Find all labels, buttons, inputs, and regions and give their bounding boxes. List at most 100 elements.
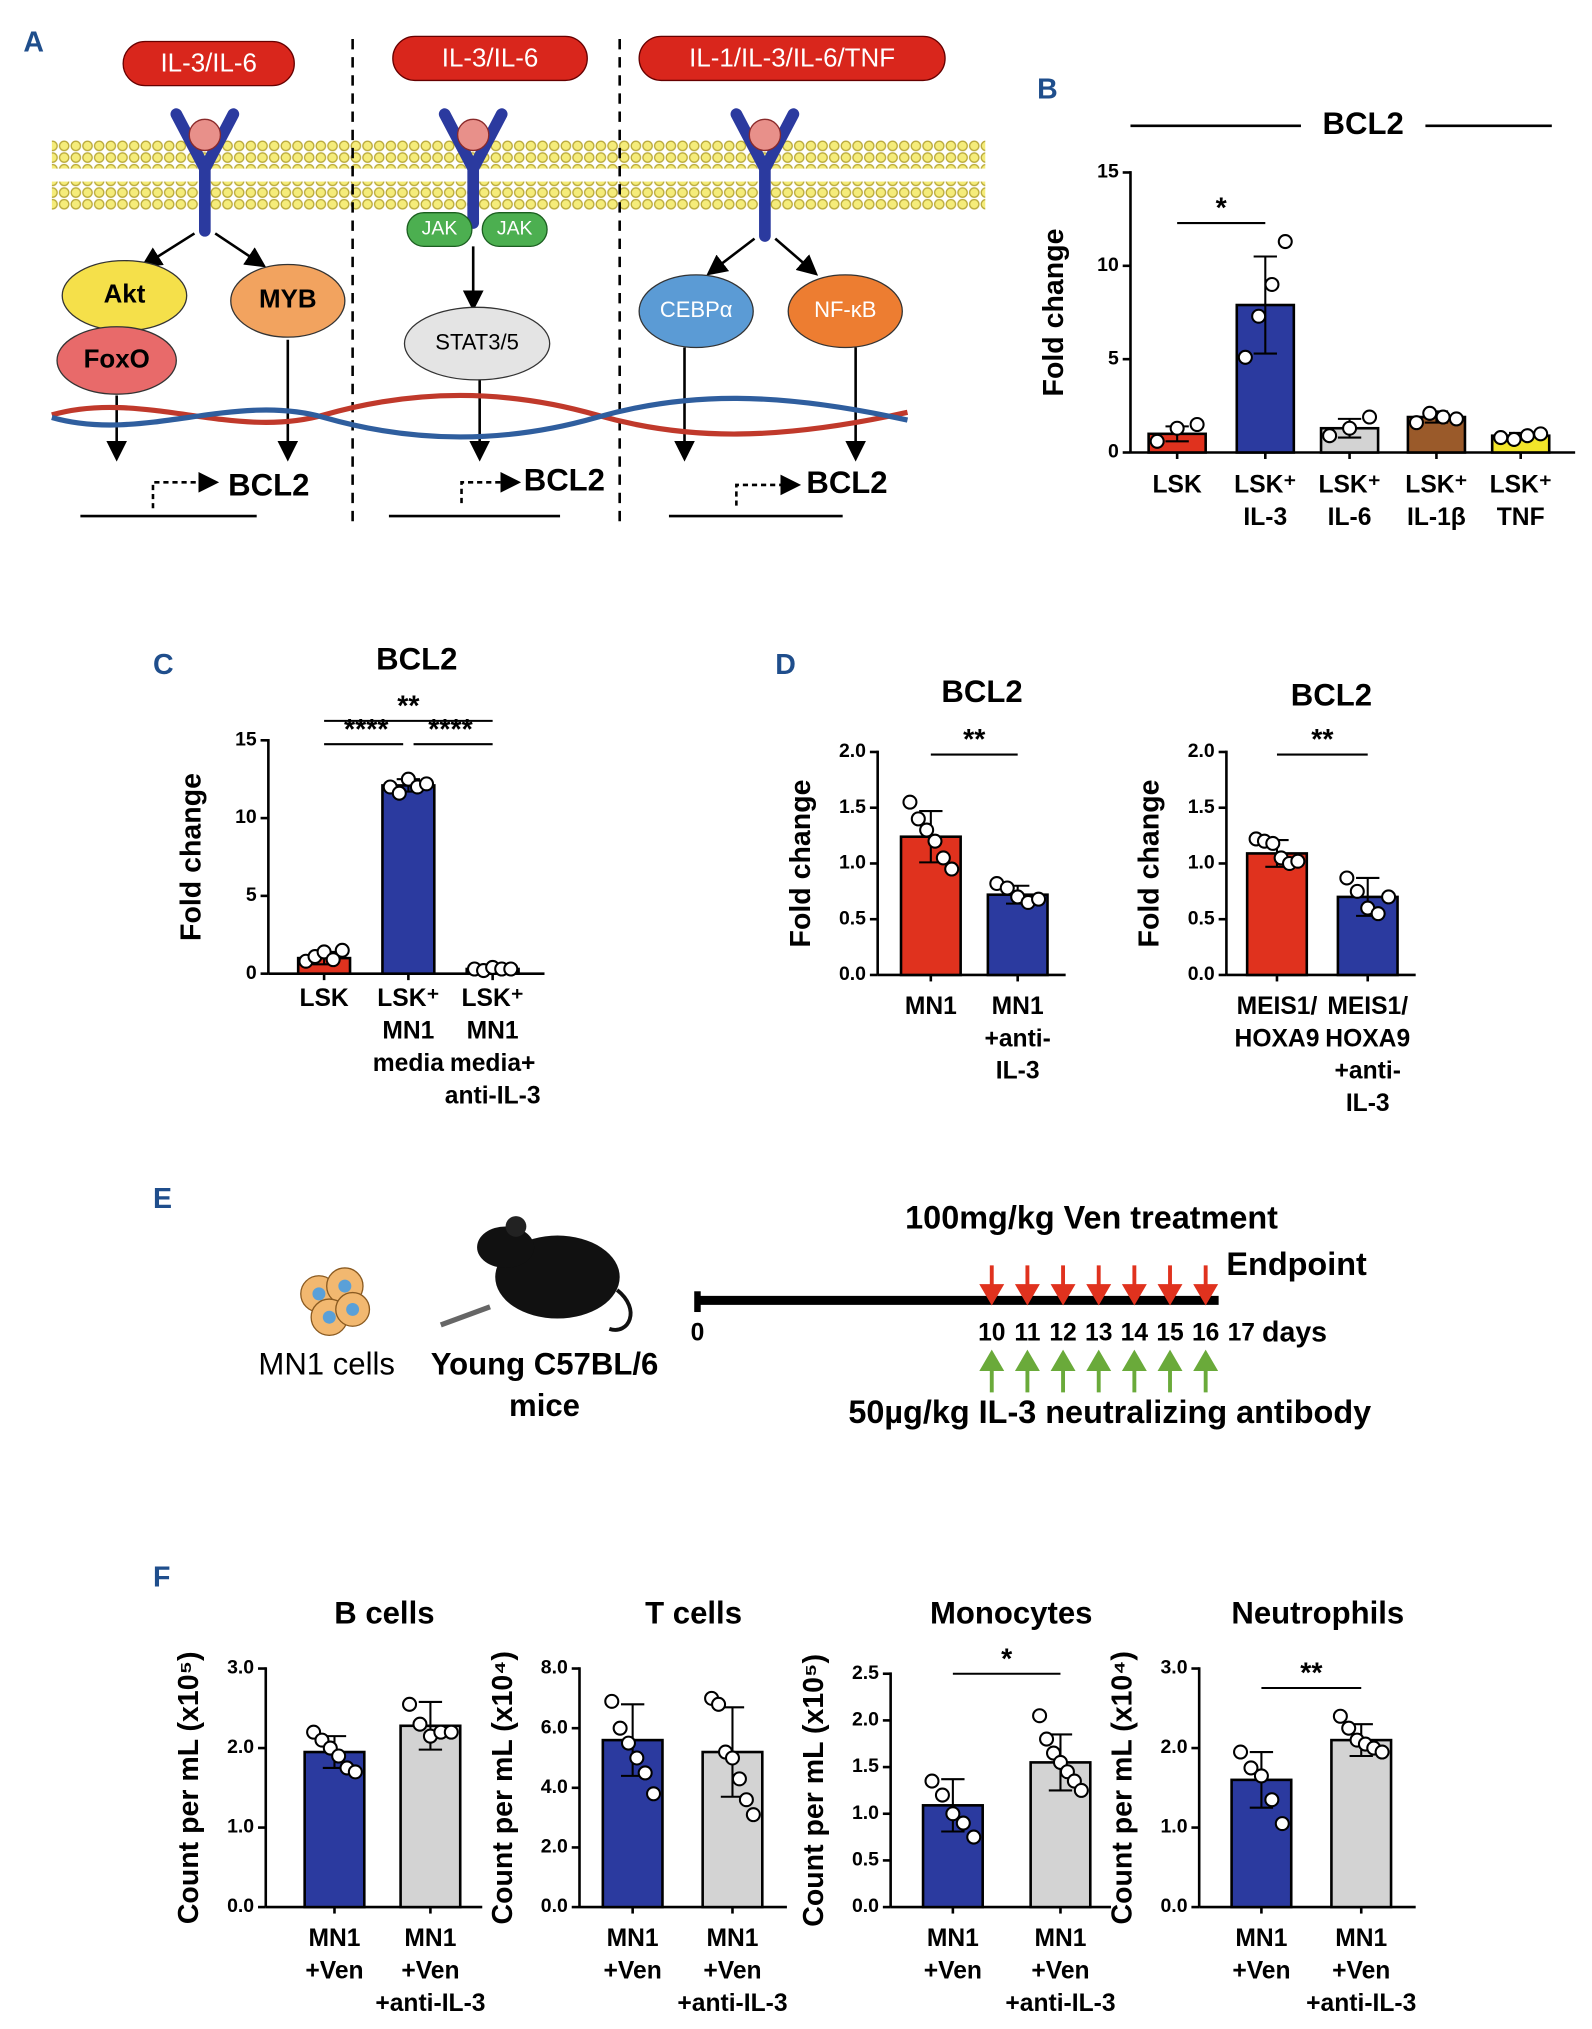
ligand-box (122, 40, 295, 87)
antibody-arrow (1121, 1349, 1147, 1393)
x-tick-label: +anti- (984, 1025, 1050, 1052)
data-point (1322, 428, 1338, 444)
x-tick-label: +anti-IL-3 (375, 1990, 485, 2017)
y-tick-label: 1.0 (852, 1802, 879, 1824)
antibody-arrow (1157, 1349, 1183, 1393)
cells-icon (300, 1267, 371, 1337)
data-point (1370, 906, 1386, 922)
data-point (1149, 433, 1165, 449)
ligand: IL-3/IL-6 (442, 45, 538, 73)
x-tick-label: +Ven (1031, 1957, 1089, 1984)
significance-label: ** (1300, 1658, 1323, 1690)
membrane (51, 181, 986, 211)
x-tick-label: MN1 (308, 1925, 360, 1952)
significance-label: * (1001, 1643, 1013, 1675)
y-tick-label: 0.5 (1188, 907, 1215, 929)
data-point (646, 1786, 662, 1802)
data-point (391, 785, 407, 801)
data-point (1362, 409, 1378, 425)
data-point (945, 1806, 961, 1822)
x-tick-label: MN1 (1235, 1925, 1287, 1952)
mice-label: mice (509, 1388, 580, 1423)
x-tick-label: +Ven (924, 1957, 982, 1984)
data-point (731, 1771, 747, 1787)
data-point (927, 833, 943, 849)
x-tick-label: +anti- (1335, 1058, 1401, 1085)
data-point (419, 776, 435, 792)
data-point (1339, 870, 1355, 886)
y-tick-label: 2.0 (1160, 1736, 1187, 1758)
data-point (1073, 1782, 1089, 1798)
gene: BCL2 (524, 463, 605, 498)
data-point (620, 1735, 636, 1751)
x-tick-label: +Ven (305, 1957, 363, 1984)
y-tick-label: 8.0 (541, 1657, 568, 1679)
x-tick-label: media (373, 1050, 444, 1077)
data-point (637, 1765, 653, 1781)
x-tick-label: MEIS1/ (1327, 993, 1408, 1020)
x-tick-label: MN1 (467, 1018, 519, 1045)
x-tick-label: LSK⁺ (377, 985, 439, 1012)
data-point (1290, 853, 1306, 869)
y-tick-label: 1.5 (852, 1755, 879, 1777)
x-tick-label: MN1 (992, 993, 1044, 1020)
x-tick-label: LSK⁺ (1405, 472, 1467, 499)
y-tick-label: 0.0 (839, 963, 866, 985)
y-axis-label: Fold change (176, 773, 208, 941)
y-axis-label: Fold change (1038, 229, 1070, 397)
bar (399, 1724, 462, 1909)
significance-label: ** (963, 724, 986, 756)
y-tick-label: 2.0 (839, 740, 866, 762)
y-tick-label: 15 (1097, 161, 1119, 183)
data-point (334, 942, 350, 958)
data-point (1274, 1816, 1290, 1832)
day-label: 17 (1228, 1320, 1255, 1347)
x-tick-label: HOXA9 (1325, 1025, 1410, 1052)
treatment-label: 100mg/kg Ven treatment (905, 1200, 1278, 1236)
data-point (1189, 416, 1205, 433)
data-point (612, 1720, 628, 1736)
data-point (1506, 431, 1522, 447)
data-point (1332, 1708, 1348, 1724)
factor: MYB (259, 286, 317, 314)
y-tick-label: 10 (1097, 254, 1119, 276)
y-tick-label: 2.0 (541, 1836, 568, 1858)
y-tick-label: 0.5 (852, 1849, 879, 1871)
error-bar (941, 1778, 965, 1833)
mouse-icon (439, 1216, 633, 1332)
panel-label: B (1037, 73, 1058, 105)
y-tick-label: 2.0 (1188, 740, 1215, 762)
gene: BCL2 (806, 465, 887, 500)
data-point (1264, 276, 1280, 293)
factor: FoxO (84, 345, 150, 373)
day-label: 13 (1085, 1320, 1112, 1347)
gene: BCL2 (228, 468, 309, 503)
significance-label: ** (397, 690, 420, 722)
data-point (1341, 1720, 1357, 1736)
antibody-arrow (1050, 1349, 1076, 1393)
y-tick-label: 1.5 (1188, 796, 1215, 818)
data-point (999, 880, 1015, 896)
y-tick-label: 0.0 (1160, 1895, 1187, 1917)
x-tick-label: MN1 (382, 1018, 434, 1045)
chart-title: BCL2 (1291, 678, 1372, 713)
data-point (934, 1787, 950, 1803)
x-tick-label: +anti-IL-3 (1306, 1990, 1416, 2017)
factor: CEBPα (660, 297, 733, 322)
antibody-label: 50µg/kg IL-3 neutralizing antibody (848, 1394, 1371, 1430)
data-point (331, 1748, 347, 1764)
data-point (738, 1792, 754, 1808)
chart-title: BCL2 (941, 674, 1022, 709)
y-tick-label: 3.0 (1160, 1657, 1187, 1679)
x-tick-label: +Ven (604, 1957, 662, 1984)
x-tick-label: MN1 (706, 1925, 758, 1952)
y-tick-label: 0.0 (852, 1895, 879, 1917)
y-tick-label: 1.0 (1160, 1816, 1187, 1838)
x-tick-label: IL-3 (1243, 504, 1287, 531)
factor: STAT3/5 (435, 329, 519, 354)
treatment-arrow (979, 1265, 1005, 1306)
x-tick-label: MEIS1/ (1237, 993, 1318, 1020)
data-point (944, 861, 960, 877)
treatment-arrow (1086, 1265, 1112, 1306)
